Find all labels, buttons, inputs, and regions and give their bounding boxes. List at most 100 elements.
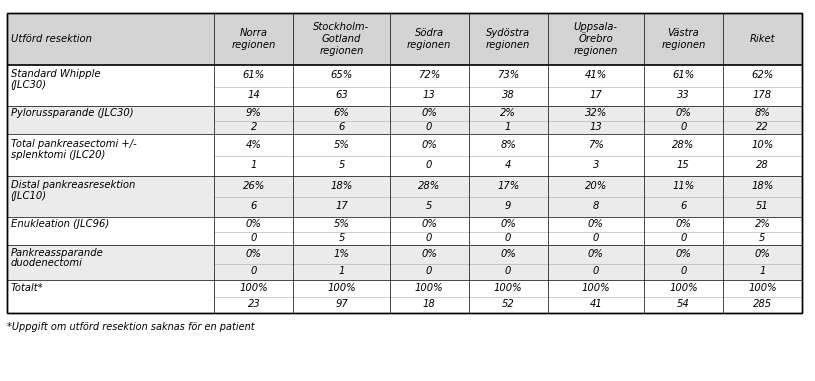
Text: 28%: 28%	[418, 181, 440, 191]
Bar	[7, 134, 802, 176]
Text: 0: 0	[251, 233, 257, 243]
Text: 2%: 2%	[500, 108, 516, 118]
Text: 62%: 62%	[751, 70, 773, 80]
Text: 14: 14	[248, 90, 260, 100]
Bar	[7, 280, 802, 313]
Text: 8: 8	[593, 201, 599, 211]
Text: 61%: 61%	[672, 70, 694, 80]
Text: 100%: 100%	[669, 283, 698, 293]
Text: 2%: 2%	[755, 219, 770, 229]
Bar	[7, 13, 802, 65]
Text: 285: 285	[753, 299, 772, 309]
Text: 15: 15	[677, 160, 689, 170]
Text: 0: 0	[593, 233, 599, 243]
Text: 4%: 4%	[246, 140, 262, 150]
Text: 23: 23	[248, 299, 260, 309]
Text: Södra
regionen: Södra regionen	[407, 28, 452, 50]
Text: 0%: 0%	[421, 140, 437, 150]
Text: 0%: 0%	[588, 249, 604, 259]
Text: 17: 17	[589, 90, 602, 100]
Text: 0%: 0%	[246, 249, 262, 259]
Bar	[7, 176, 802, 217]
Text: 3: 3	[593, 160, 599, 170]
Text: 32%: 32%	[584, 108, 607, 118]
Text: splenktomi (JLC20): splenktomi (JLC20)	[11, 150, 105, 160]
Text: Västra
regionen: Västra regionen	[661, 28, 706, 50]
Text: 1: 1	[251, 160, 257, 170]
Bar	[7, 106, 802, 134]
Text: 100%: 100%	[494, 283, 522, 293]
Text: duodenectomi: duodenectomi	[11, 258, 82, 267]
Text: 0%: 0%	[676, 108, 691, 118]
Text: 0%: 0%	[421, 249, 437, 259]
Text: 5: 5	[338, 160, 345, 170]
Text: 5: 5	[338, 233, 345, 243]
Text: 9%: 9%	[246, 108, 262, 118]
Text: Norra
regionen: Norra regionen	[231, 28, 276, 50]
Text: 0: 0	[681, 266, 686, 276]
Text: 0%: 0%	[676, 249, 691, 259]
Text: 5: 5	[760, 233, 765, 243]
Text: 5%: 5%	[333, 219, 350, 229]
Text: 54: 54	[677, 299, 689, 309]
Text: 9: 9	[505, 201, 511, 211]
Text: Stockholm-
Gotland
regionen: Stockholm- Gotland regionen	[313, 22, 370, 56]
Text: 100%: 100%	[240, 283, 268, 293]
Text: 0%: 0%	[421, 108, 437, 118]
Text: Pankreassparande: Pankreassparande	[11, 248, 104, 258]
Text: 7%: 7%	[588, 140, 604, 150]
Text: 97: 97	[335, 299, 348, 309]
Text: 18%: 18%	[330, 181, 353, 191]
Text: 0: 0	[593, 266, 599, 276]
Text: 17%: 17%	[497, 181, 519, 191]
Text: 100%: 100%	[748, 283, 777, 293]
Bar	[7, 65, 802, 106]
Text: 63: 63	[335, 90, 348, 100]
Text: 1: 1	[505, 122, 511, 132]
Text: 0: 0	[426, 122, 432, 132]
Text: 20%: 20%	[584, 181, 607, 191]
Text: 0%: 0%	[500, 249, 516, 259]
Text: 18%: 18%	[751, 181, 773, 191]
Text: 28%: 28%	[672, 140, 694, 150]
Text: Uppsala-
Örebro
regionen: Uppsala- Örebro regionen	[574, 22, 618, 56]
Text: 1%: 1%	[333, 249, 350, 259]
Text: 0%: 0%	[755, 249, 770, 259]
Text: 0: 0	[426, 233, 432, 243]
Text: 5: 5	[426, 201, 432, 211]
Text: 38: 38	[502, 90, 514, 100]
Text: 0: 0	[426, 160, 432, 170]
Text: Total pankreasectomi +/-: Total pankreasectomi +/-	[11, 139, 136, 149]
Text: Pylorussparande (JLC30): Pylorussparande (JLC30)	[11, 108, 133, 118]
Text: 1: 1	[760, 266, 765, 276]
Text: Distal pankreasresektion: Distal pankreasresektion	[11, 180, 135, 190]
Text: 5%: 5%	[333, 140, 350, 150]
Text: 8%: 8%	[755, 108, 770, 118]
Text: 52: 52	[502, 299, 514, 309]
Bar	[7, 13, 802, 313]
Text: 72%: 72%	[418, 70, 440, 80]
Text: 41: 41	[589, 299, 602, 309]
Text: 0: 0	[505, 266, 511, 276]
Text: 100%: 100%	[581, 283, 610, 293]
Text: 11%: 11%	[672, 181, 694, 191]
Text: Utförd resektion: Utförd resektion	[11, 34, 91, 44]
Text: Enukleation (JLC96): Enukleation (JLC96)	[11, 219, 109, 229]
Text: Sydöstra
regionen: Sydöstra regionen	[486, 28, 531, 50]
Text: 0: 0	[681, 233, 686, 243]
Text: 10%: 10%	[751, 140, 773, 150]
Text: 0: 0	[426, 266, 432, 276]
Text: 65%: 65%	[330, 70, 353, 80]
Text: 6: 6	[251, 201, 257, 211]
Text: 0%: 0%	[421, 219, 437, 229]
Text: 33: 33	[677, 90, 689, 100]
Text: 41%: 41%	[584, 70, 607, 80]
Text: 100%: 100%	[415, 283, 443, 293]
Text: 0%: 0%	[246, 219, 262, 229]
Text: 0: 0	[505, 233, 511, 243]
Text: 0%: 0%	[588, 219, 604, 229]
Text: 51: 51	[756, 201, 769, 211]
Text: 4: 4	[505, 160, 511, 170]
Text: 6: 6	[681, 201, 686, 211]
Text: 0: 0	[251, 266, 257, 276]
